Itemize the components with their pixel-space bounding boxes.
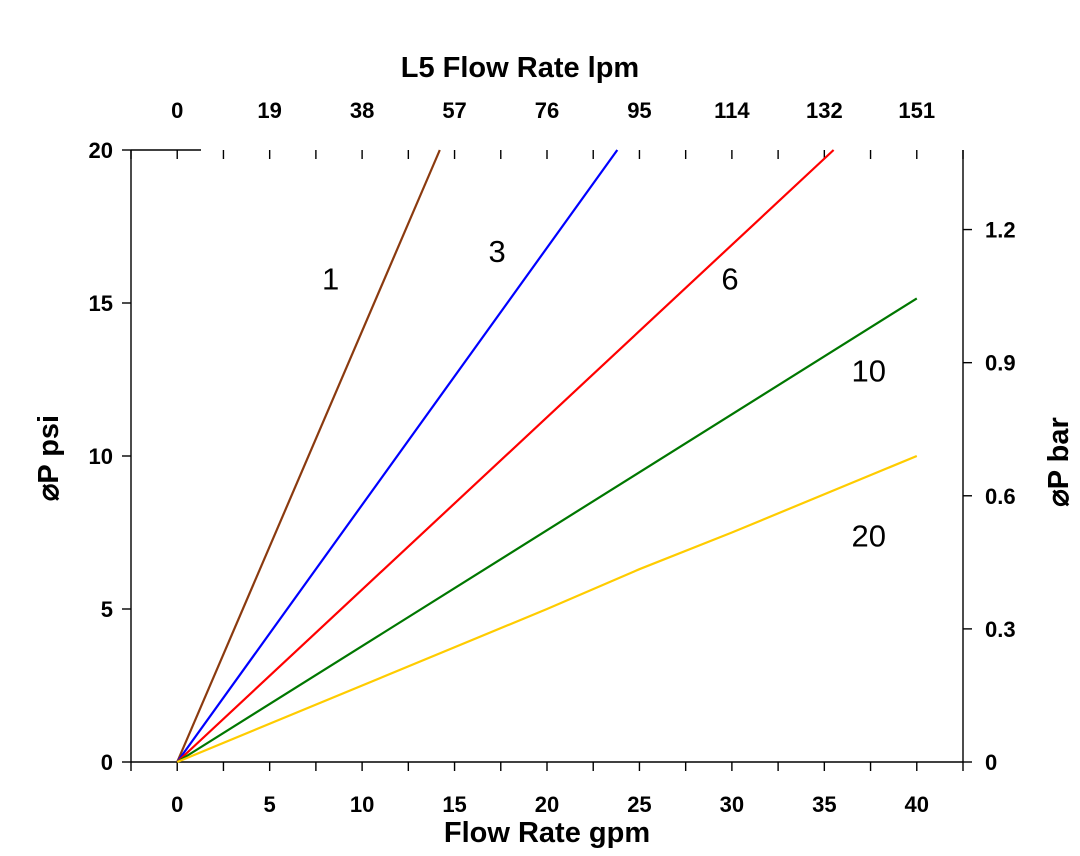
x2-tick-label: 0 xyxy=(171,98,183,123)
x2-tick-label: 38 xyxy=(350,98,374,123)
series-label-1: 1 xyxy=(322,262,339,297)
right-axis-title: ⌀P bar xyxy=(1043,417,1075,506)
x-tick-label: 25 xyxy=(627,792,651,817)
x-tick-label: 0 xyxy=(171,792,183,817)
x-tick-label: 40 xyxy=(905,792,929,817)
x2-tick-label: 132 xyxy=(806,98,843,123)
top-axis-title: L5 Flow Rate lpm xyxy=(401,52,639,84)
x-tick-label: 20 xyxy=(535,792,559,817)
y-tick-label: 20 xyxy=(89,138,113,163)
y-tick-label: 10 xyxy=(89,444,113,469)
left-axis-title: ⌀P psi xyxy=(33,415,65,501)
x-tick-label: 15 xyxy=(442,792,466,817)
y2-tick-label: 0.3 xyxy=(985,617,1016,642)
series-line-10 xyxy=(176,297,918,763)
series-label-10: 10 xyxy=(851,353,885,388)
y2-tick-label: 0.9 xyxy=(985,351,1016,376)
series-line-3 xyxy=(176,149,619,763)
y-tick-label: 15 xyxy=(89,291,113,316)
plot-area: 0 5 10 15 20 25 30 35 400 19 38 57 76 95 114 132 1510510… xyxy=(89,98,1016,817)
series-line-1 xyxy=(176,149,441,763)
x-tick-label: 10 xyxy=(350,792,374,817)
x2-tick-label: 95 xyxy=(627,98,651,123)
x-tick-label: 30 xyxy=(720,792,744,817)
y2-tick-label: 1.2 xyxy=(985,218,1016,243)
x2-tick-label: 76 xyxy=(535,98,559,123)
x2-tick-label: 151 xyxy=(898,98,935,123)
y2-tick-label: 0.6 xyxy=(985,484,1016,509)
series-line-20 xyxy=(176,454,918,764)
x2-tick-label: 57 xyxy=(442,98,466,123)
x-tick-label: 35 xyxy=(812,792,836,817)
y2-tick-label: 0 xyxy=(985,750,997,775)
series-label-6: 6 xyxy=(721,262,738,297)
series-label-20: 20 xyxy=(851,519,885,554)
series-label-3: 3 xyxy=(488,234,505,269)
x2-tick-label: 114 xyxy=(714,98,750,123)
x-tick-label: 5 xyxy=(264,792,276,817)
y-tick-label: 5 xyxy=(101,597,113,622)
x2-tick-label: 19 xyxy=(257,98,281,123)
bottom-axis-title: Flow Rate gpm xyxy=(444,817,650,849)
y-tick-label: 0 xyxy=(101,750,113,775)
series-line-6 xyxy=(176,149,835,763)
